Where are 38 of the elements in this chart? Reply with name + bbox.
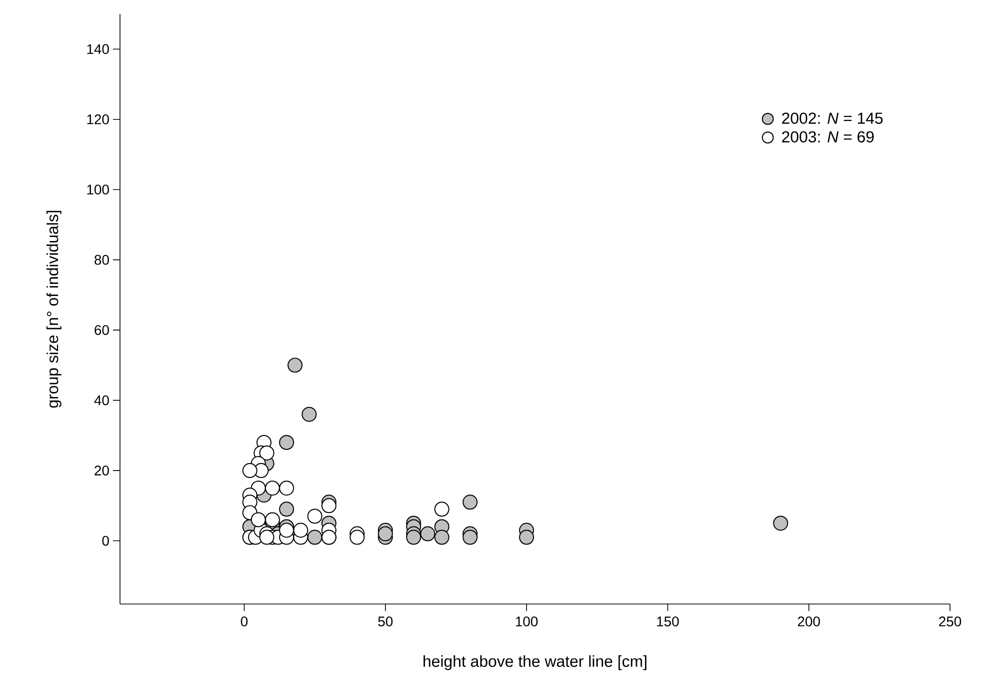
y-tick-label: 60 xyxy=(94,325,109,336)
point xyxy=(462,494,478,510)
x-tick-label: 250 xyxy=(939,616,962,626)
point xyxy=(279,434,294,450)
y-tick-label: 140 xyxy=(87,44,109,54)
x-tick-label: 150 xyxy=(657,616,679,626)
point xyxy=(264,512,280,528)
legend-label: 2003: N = 69 xyxy=(782,131,874,142)
point xyxy=(321,498,336,514)
point xyxy=(259,445,274,460)
point xyxy=(462,530,478,545)
y-axis-title: group size [n° of individuals] xyxy=(46,210,62,408)
y-tick-label: 0 xyxy=(102,536,109,546)
x-tick-label: 100 xyxy=(516,616,538,626)
x-tick-label: 50 xyxy=(378,616,393,626)
point xyxy=(302,406,317,422)
point xyxy=(350,530,365,545)
point xyxy=(773,516,788,531)
point xyxy=(279,502,294,517)
point xyxy=(307,530,322,545)
y-tick-label: 80 xyxy=(94,254,109,265)
y-tick-label: 100 xyxy=(87,184,109,195)
legend-label: 2002: N = 145 xyxy=(782,112,883,124)
point xyxy=(250,512,266,528)
y-tick-label: 20 xyxy=(94,466,109,476)
point xyxy=(434,530,450,545)
x-tick-label: 0 xyxy=(240,616,248,626)
point xyxy=(420,526,436,542)
point xyxy=(279,522,294,538)
y-tick-label: 40 xyxy=(94,395,109,406)
x-axis-title: height above the water line [cm] xyxy=(424,655,646,670)
point xyxy=(378,526,393,542)
point xyxy=(288,358,303,373)
point xyxy=(519,530,534,545)
point xyxy=(406,530,422,545)
x-tick-label: 200 xyxy=(798,616,820,626)
point xyxy=(259,530,274,545)
y-tick-label: 120 xyxy=(87,114,109,124)
